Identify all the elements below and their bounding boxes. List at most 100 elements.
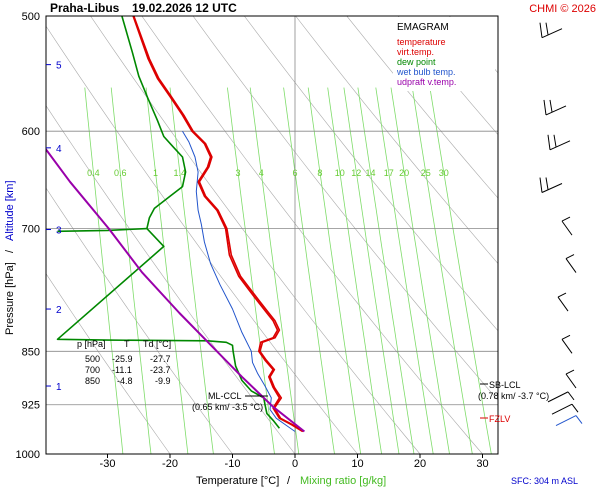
wind-barb-flag xyxy=(557,292,567,298)
wind-barb-flag xyxy=(571,403,579,413)
mixing-ratio-line xyxy=(429,87,492,454)
wind-barb-staff xyxy=(565,373,577,389)
table-cell: -27.7 xyxy=(150,354,171,364)
wind-barb xyxy=(547,134,571,151)
wind-barb-flag xyxy=(575,415,583,424)
wind-barbs xyxy=(539,22,583,427)
wind-barb xyxy=(547,391,575,403)
legend-title: EMAGRAM xyxy=(397,22,449,33)
wind-barb-flag xyxy=(567,391,575,401)
series-line-virt-temp xyxy=(133,16,304,433)
y-axis-title-right: Altitude [km] xyxy=(4,180,16,241)
wind-barb-staff xyxy=(547,391,569,403)
legend-item-dew-point: dew point xyxy=(397,57,436,67)
x-tick-label: 30 xyxy=(476,458,488,470)
altitude-tick-label: 2 xyxy=(56,305,62,316)
dry-adiabat-line xyxy=(90,16,421,454)
mixing-ratio-line xyxy=(249,87,300,454)
x-tick-label: 0 xyxy=(292,458,298,470)
mixing-ratio-label: 17 xyxy=(384,168,394,178)
sfc-label: SFC: 304 m ASL xyxy=(511,476,578,486)
mixing-ratio-label: 6 xyxy=(292,168,297,178)
wind-barb-staff xyxy=(557,296,569,312)
profile-curves xyxy=(46,16,306,433)
series-line-dew-point xyxy=(57,227,147,233)
mixing-ratio-label: 25 xyxy=(421,168,431,178)
pressure-tick-label: 850 xyxy=(22,346,40,358)
wind-barb xyxy=(565,254,577,273)
table-cell: -11.1 xyxy=(112,365,132,375)
mixing-ratio-labels: 0.4 0.6 1 1.4 3 4 6 8 10 12 14 17 20 25 30 xyxy=(87,168,449,178)
mixing-ratio-label: 1.4 xyxy=(174,168,187,178)
wind-barb-staff xyxy=(545,105,567,116)
wind-barb-flag xyxy=(547,134,551,150)
pressure-tick-label: 600 xyxy=(22,126,40,138)
sounding-table: p [hPa] T Td [°C] 500 -25.9 -27.7 700 -1… xyxy=(77,339,171,386)
mixing-ratio-line xyxy=(390,87,450,454)
table-cell: -25.9 xyxy=(112,354,133,364)
dry-adiabat-line xyxy=(397,16,498,136)
wind-barb-staff xyxy=(565,258,577,273)
mixing-ratio-line xyxy=(110,87,152,454)
x-tick-label: -20 xyxy=(162,458,178,470)
x-tick-label: 10 xyxy=(351,458,363,470)
dry-adiabat-line xyxy=(46,187,233,454)
mixing-ratio-label: 10 xyxy=(335,168,345,178)
fzlv-label: FZLV xyxy=(489,414,510,424)
wind-barb-flag xyxy=(539,22,543,38)
series-line-updraft xyxy=(46,147,306,433)
wind-barb-flag xyxy=(565,369,575,375)
wind-barb xyxy=(561,334,573,354)
series-line-wet-bulb xyxy=(182,130,296,432)
ml-ccl-detail: (0.65 km/ -3.5 °C) xyxy=(192,402,263,412)
wind-barb xyxy=(539,22,563,39)
table-cell: -4.8 xyxy=(117,376,133,386)
table-cell: -23.7 xyxy=(150,365,171,375)
plot-frame xyxy=(45,15,499,455)
mixing-ratio-label: 4 xyxy=(259,168,264,178)
datetime-title: 19.02.2026 12 UTC xyxy=(132,1,237,15)
mixing-ratio-label: 12 xyxy=(351,168,361,178)
altitude-tick-label: 1 xyxy=(56,382,62,393)
x-tick-label: -30 xyxy=(100,458,116,470)
table-header-t: T xyxy=(124,339,130,349)
wind-barb-flag xyxy=(561,334,571,340)
mixing-ratio-line xyxy=(357,87,415,454)
pressure-tick-label: 500 xyxy=(22,11,40,23)
wind-barb-staff xyxy=(561,339,573,354)
y-axis-separator: / xyxy=(4,249,16,253)
wind-barb-staff xyxy=(549,140,571,151)
station-title: Praha-Libus xyxy=(50,1,120,15)
mixing-ratio-line xyxy=(145,87,189,454)
series-line-temperature xyxy=(132,16,303,433)
wind-barb xyxy=(543,99,567,116)
mixing-ratio-label: 14 xyxy=(365,168,375,178)
table-cell: 700 xyxy=(85,365,100,375)
grid xyxy=(46,16,498,454)
table-header-td: Td [°C] xyxy=(143,339,171,349)
legend-item-wet-bulb: wet bulb temp. xyxy=(396,67,456,77)
y-axis-title-left: Pressure [hPa] xyxy=(4,262,16,335)
mixing-ratio-label: 30 xyxy=(439,168,449,178)
wind-barb-flag xyxy=(543,99,547,116)
series-line-dew-point xyxy=(56,16,281,429)
wind-barb-flag xyxy=(561,216,571,222)
pressure-tick-label: 925 xyxy=(22,400,40,412)
wind-barb xyxy=(565,369,577,389)
table-cell: -9.9 xyxy=(155,376,171,386)
wind-barb-staff xyxy=(541,183,563,193)
mixing-ratio-label: 0.6 xyxy=(114,168,127,178)
wind-barb-flag xyxy=(553,134,557,147)
x-tick-label: -10 xyxy=(225,458,241,470)
table-header-p: p [hPa] xyxy=(77,339,106,349)
dry-adiabat-line xyxy=(46,273,171,454)
y-axis-titles: Pressure [hPa] / Altitude [km] xyxy=(4,180,16,335)
altitude-tick-label: 4 xyxy=(56,144,62,155)
dry-adiabat-line xyxy=(46,25,358,454)
mixing-ratio-line xyxy=(327,87,382,454)
mixing-ratio-line xyxy=(283,87,335,454)
wind-barb-flag xyxy=(549,99,553,113)
mixing-ratio-label: 0.4 xyxy=(87,168,100,178)
